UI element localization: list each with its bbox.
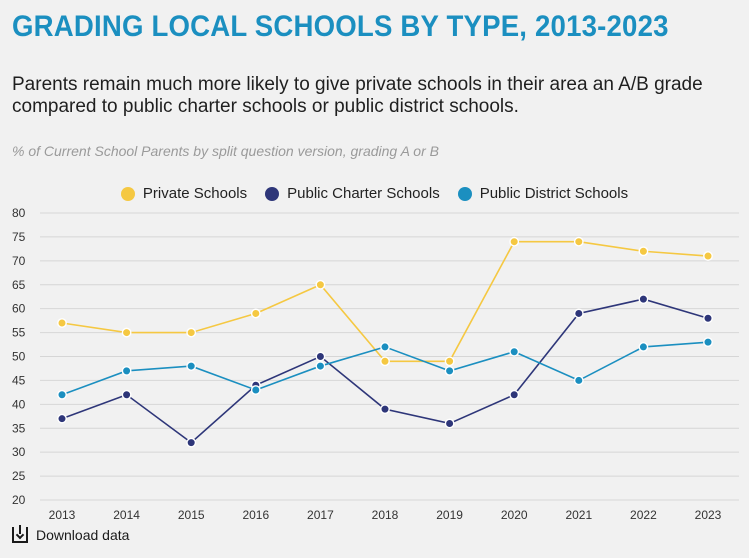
data-point-1-5 <box>380 404 390 415</box>
y-tick-label: 50 <box>12 350 26 364</box>
data-point-2-5 <box>380 342 390 352</box>
y-tick-label: 65 <box>12 278 26 292</box>
x-tick-label: 2021 <box>565 508 592 522</box>
data-point-2-7 <box>509 346 520 357</box>
y-tick-label: 60 <box>12 302 26 316</box>
data-point-0-10 <box>703 251 713 261</box>
y-tick-label: 25 <box>12 469 26 483</box>
data-point-2-9 <box>638 342 649 352</box>
data-point-0-5 <box>380 356 390 367</box>
legend-item-district[interactable]: Public District Schools <box>457 185 629 202</box>
y-tick-label: 55 <box>12 326 26 340</box>
legend-item-private[interactable]: Private Schools <box>120 185 248 202</box>
y-tick-label: 75 <box>12 230 26 244</box>
data-point-0-7 <box>509 236 520 247</box>
data-point-1-10 <box>703 313 713 324</box>
data-point-1-6 <box>444 418 455 429</box>
chart-title: GRADING LOCAL SCHOOLS BY TYPE, 2013-2023 <box>12 10 669 43</box>
y-tick-label: 45 <box>12 373 26 387</box>
data-point-1-8 <box>573 308 584 319</box>
x-tick-label: 2015 <box>178 508 205 522</box>
data-point-0-1 <box>121 327 132 338</box>
data-point-2-10 <box>703 337 713 348</box>
y-tick-label: 30 <box>12 445 26 459</box>
legend-dot-charter <box>265 186 280 201</box>
x-tick-label: 2019 <box>436 508 463 522</box>
data-point-0-2 <box>186 327 197 338</box>
download-icon <box>12 525 28 543</box>
data-point-1-2 <box>186 437 197 448</box>
data-point-1-0 <box>57 413 67 424</box>
data-point-1-1 <box>121 389 132 400</box>
data-point-2-3 <box>250 385 261 395</box>
data-point-1-4 <box>315 351 326 362</box>
x-tick-label: 2023 <box>695 508 722 522</box>
legend-label-charter: Public Charter Schools <box>287 185 440 202</box>
data-point-1-9 <box>638 294 649 305</box>
data-point-0-6 <box>444 356 455 367</box>
data-point-0-8 <box>573 236 584 247</box>
data-point-2-8 <box>573 375 584 386</box>
data-point-2-6 <box>444 365 455 376</box>
data-point-0-0 <box>57 318 67 328</box>
data-point-0-9 <box>638 246 649 257</box>
legend-item-charter[interactable]: Public Charter Schools <box>265 185 440 202</box>
x-tick-label: 2017 <box>307 508 334 522</box>
x-tick-label: 2022 <box>630 508 657 522</box>
y-tick-label: 40 <box>12 397 26 411</box>
y-tick-label: 80 <box>12 206 26 220</box>
series-line-1 <box>61 298 709 444</box>
x-tick-label: 2014 <box>113 508 140 522</box>
x-tick-label: 2018 <box>372 508 399 522</box>
y-tick-label: 35 <box>12 421 26 435</box>
legend-label-district: Public District Schools <box>479 185 629 202</box>
data-point-2-0 <box>57 389 67 400</box>
chart-note: % of Current School Parents by split que… <box>12 143 439 159</box>
x-tick-label: 2020 <box>501 508 528 522</box>
x-tick-label: 2016 <box>242 508 269 522</box>
download-label: Download data <box>36 527 130 543</box>
data-point-2-2 <box>186 361 197 371</box>
data-point-0-4 <box>315 279 326 290</box>
chart-subtitle: Parents remain much more likely to give … <box>12 74 703 117</box>
y-tick-label: 20 <box>12 493 26 507</box>
data-point-1-7 <box>509 389 520 400</box>
legend-dot-private <box>120 186 135 201</box>
legend-label-private: Private Schools <box>142 185 248 202</box>
download-data-button[interactable]: Download data <box>12 525 130 543</box>
y-tick-label: 70 <box>12 254 26 268</box>
legend-dot-district <box>457 186 472 201</box>
data-point-2-1 <box>121 365 132 376</box>
data-point-2-4 <box>315 361 326 371</box>
x-tick-label: 2013 <box>49 508 76 522</box>
data-point-0-3 <box>250 308 261 319</box>
line-chart: 20 25 30 35 40 45 50 55 60 65 70 75 80 2013 2014 2015 20… <box>12 206 739 522</box>
legend: Private Schools Public Charter Schools P… <box>0 185 749 202</box>
